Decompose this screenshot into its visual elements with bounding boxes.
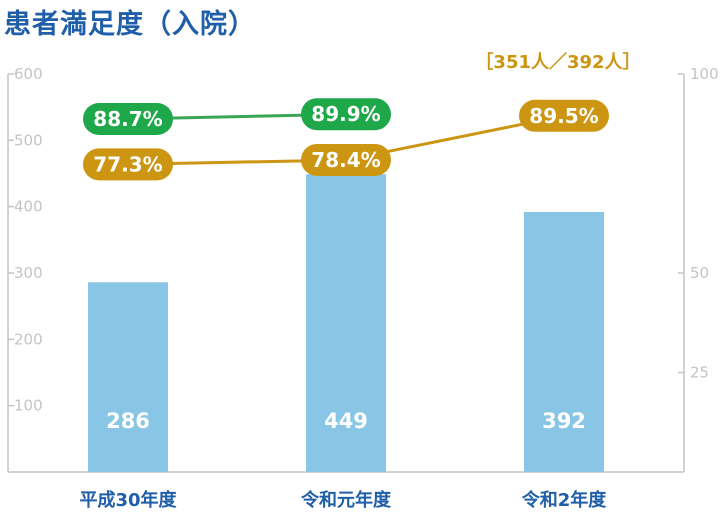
left-tick-label: 100: [14, 397, 43, 415]
data-point-pill: [301, 98, 391, 131]
bar-value-label: 286: [106, 409, 150, 433]
data-point-pill: [519, 99, 609, 132]
left-tick-label: 400: [14, 198, 43, 216]
left-tick-label: 500: [14, 131, 43, 149]
data-point-label: 78.4%: [311, 148, 380, 172]
category-label: 令和元年度: [300, 489, 392, 511]
bar: [306, 174, 386, 472]
chart-title: 患者満足度（入院）: [4, 9, 256, 40]
category-label: 令和2年度: [521, 489, 608, 511]
respondent-annotation: ［351人／392人］: [475, 51, 640, 73]
data-point-label: 88.7%: [93, 107, 162, 131]
right-tick-label: 25: [690, 364, 709, 382]
data-point-pill: [301, 143, 391, 176]
left-tick-label: 200: [14, 330, 43, 348]
bar-value-label: 449: [324, 409, 368, 433]
left-tick-label: 300: [14, 264, 43, 282]
bar: [524, 211, 604, 472]
category-label: 平成30年度: [79, 489, 177, 511]
data-point-label: 89.9%: [311, 102, 380, 126]
bar: [88, 282, 168, 472]
data-point-pill: [83, 102, 173, 135]
bar-value-label: 392: [542, 409, 586, 433]
data-point-pill: [83, 148, 173, 181]
right-tick-label: 50: [690, 264, 709, 282]
right-tick-label: 100: [690, 65, 719, 83]
data-point-label: 89.5%: [529, 104, 598, 128]
left-tick-label: 600: [14, 65, 43, 83]
data-point-label: 77.3%: [93, 152, 162, 176]
